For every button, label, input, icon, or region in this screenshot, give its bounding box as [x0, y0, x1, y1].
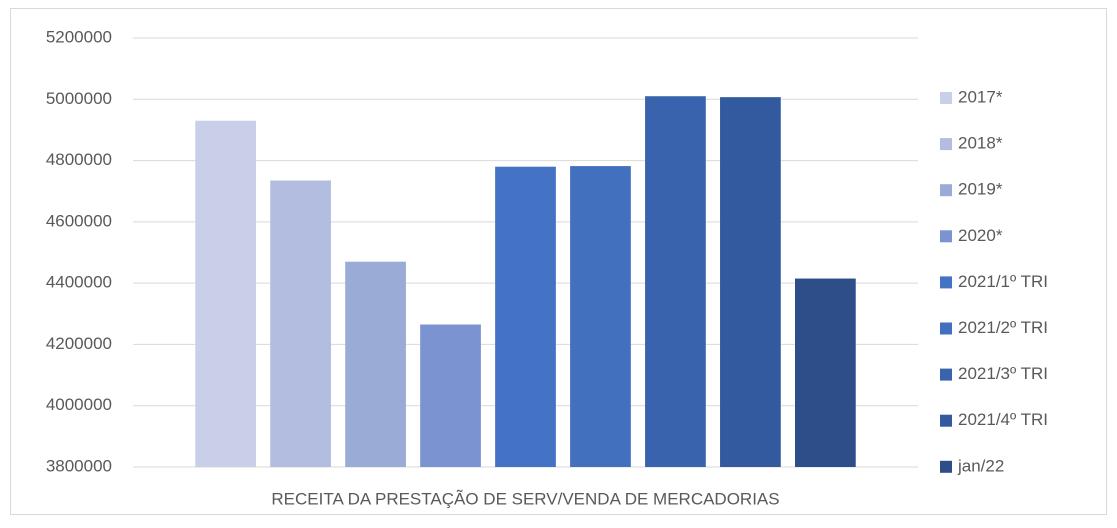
legend-swatch: [940, 230, 952, 243]
bar: [195, 120, 256, 467]
y-tick-label: 4200000: [46, 334, 112, 353]
legend-label: 2021/4º TRI: [958, 410, 1048, 429]
y-tick-label: 3800000: [46, 456, 112, 475]
legend-label: 2018*: [958, 134, 1003, 153]
bar: [270, 180, 331, 467]
legend-swatch: [940, 92, 952, 104]
legend-label: 2021/3º TRI: [958, 364, 1048, 383]
legend-label: 2021/2º TRI: [958, 318, 1048, 337]
legend-swatch: [940, 322, 952, 335]
y-tick-label: 5000000: [46, 89, 112, 108]
y-tick-label: 4600000: [46, 211, 112, 230]
y-tick-label: 5200000: [46, 27, 112, 46]
legend-swatch: [940, 368, 952, 381]
y-tick-label: 4400000: [46, 273, 112, 292]
legend-swatch: [940, 184, 952, 197]
legend-swatch: [940, 138, 952, 151]
bar: [645, 96, 706, 467]
legend-label: 2019*: [958, 180, 1003, 199]
bar: [345, 261, 406, 467]
legend-label: 2021/1º TRI: [958, 272, 1048, 291]
legend-label: jan/22: [957, 456, 1004, 475]
bar: [420, 324, 481, 467]
bar: [795, 278, 856, 467]
legend-label: 2020*: [958, 226, 1003, 245]
x-tick-label: RECEITA DA PRESTAÇÃO DE SERV/VENDA DE ME…: [271, 489, 779, 508]
y-tick-label: 4800000: [46, 150, 112, 169]
legend-swatch: [940, 460, 952, 473]
bar: [720, 97, 781, 467]
legend-label: 2017*: [958, 87, 1003, 106]
chart-frame: [10, 8, 1107, 515]
legend-swatch: [940, 414, 952, 427]
bar: [570, 166, 631, 467]
legend-swatch: [940, 276, 952, 289]
bar: [495, 166, 556, 467]
y-tick-label: 4000000: [46, 395, 112, 414]
